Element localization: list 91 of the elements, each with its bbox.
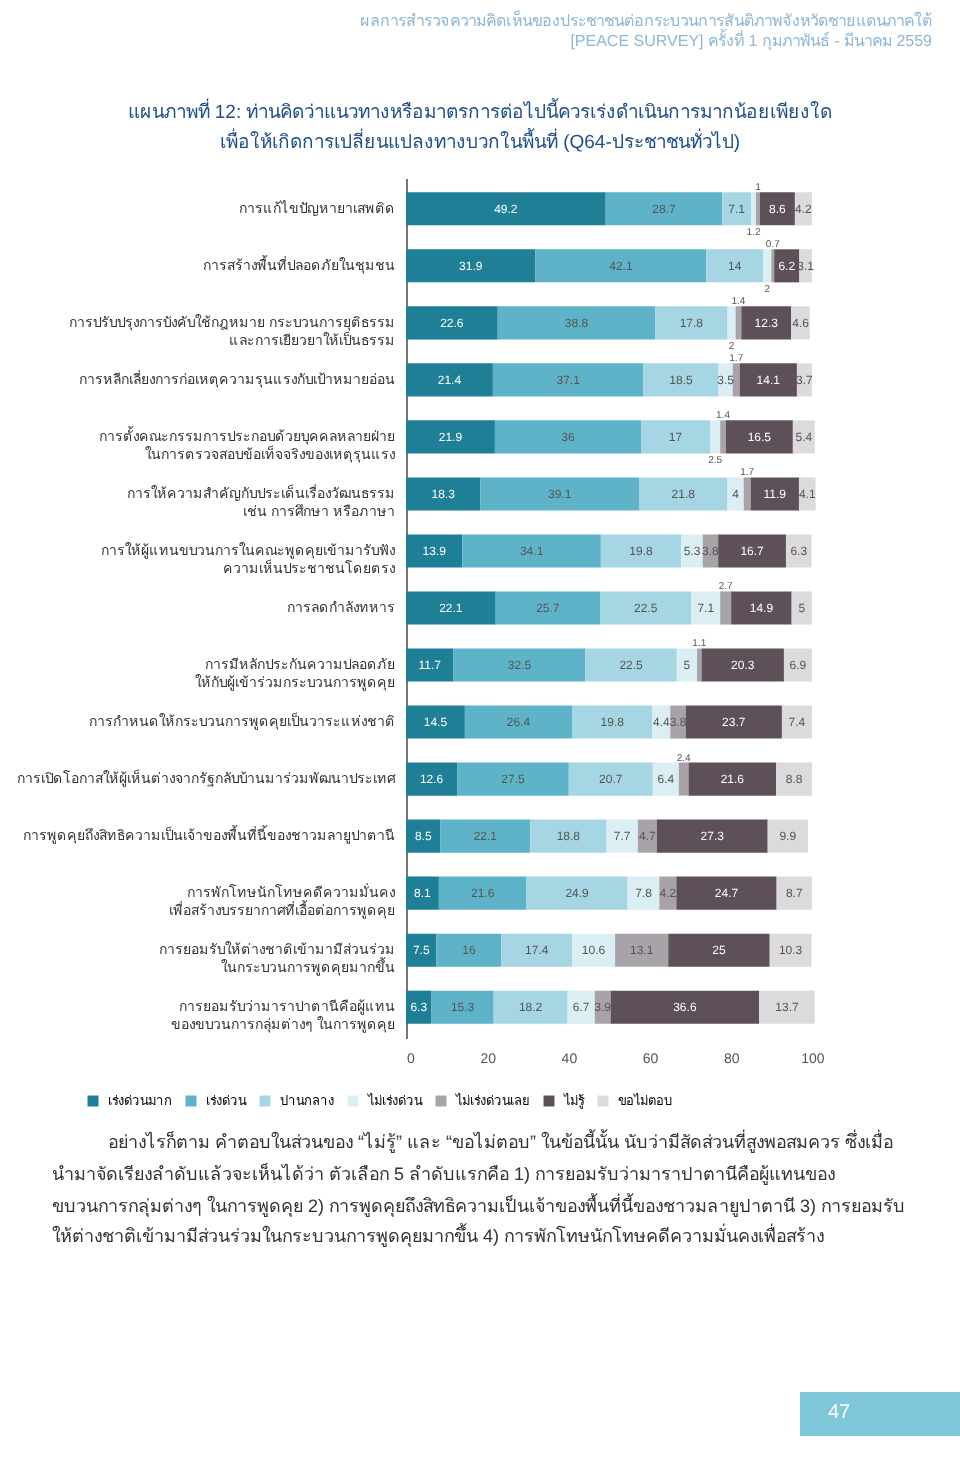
bar [727, 477, 744, 511]
bar [643, 363, 719, 397]
bar [639, 477, 728, 511]
bar [750, 477, 799, 511]
bar [610, 990, 760, 1025]
bar [641, 420, 711, 454]
bar [783, 648, 812, 682]
bar [406, 420, 495, 454]
bar [436, 933, 502, 968]
bar [668, 933, 770, 968]
bar [678, 762, 689, 796]
bar [406, 306, 498, 340]
bar [406, 192, 606, 226]
bar [406, 990, 432, 1025]
bar [600, 534, 682, 568]
bar [676, 648, 698, 682]
bar [718, 534, 786, 568]
bar [606, 819, 638, 853]
bar [743, 477, 751, 511]
bar [776, 876, 812, 910]
bar [655, 306, 728, 340]
bar [535, 249, 707, 283]
bar [605, 192, 723, 226]
text: ผลการสำรวจความคิดเห็นของประชาชนต่อกระบวนการสันติภาพจังหวัดชายแดนภาคใต้ [358, 12, 932, 30]
bar [406, 876, 439, 910]
bar [600, 591, 692, 625]
bar [431, 990, 494, 1025]
bar [781, 705, 812, 739]
bar [701, 648, 784, 682]
bar [530, 819, 607, 853]
bar [731, 591, 792, 625]
bar [406, 249, 536, 283]
bar [741, 306, 792, 340]
bar [406, 819, 441, 853]
bar [627, 876, 660, 910]
bar [710, 420, 721, 454]
bar [615, 933, 669, 968]
bar [462, 534, 601, 568]
bar [406, 591, 496, 625]
bar [776, 762, 812, 796]
bar [438, 876, 527, 910]
bar [759, 990, 815, 1025]
bar [769, 933, 812, 968]
bar [656, 819, 768, 853]
bar [725, 420, 793, 454]
text: 47 [800, 1392, 960, 1436]
bar [691, 591, 721, 625]
bar [791, 591, 812, 625]
bar [457, 762, 569, 796]
bar [759, 192, 795, 226]
bar [494, 420, 642, 454]
bar [406, 477, 481, 511]
bar [493, 990, 568, 1025]
bar [722, 192, 752, 226]
bar [688, 762, 777, 796]
bar [585, 648, 677, 682]
text: [PEACE SURVEY] ครั้งที่ 1 กุมภาพันธ์ - มีนาคม 2559 [568, 32, 932, 54]
bar [497, 306, 656, 340]
bar [406, 363, 493, 397]
bar [406, 762, 458, 796]
bar [767, 819, 808, 853]
bar [501, 933, 573, 968]
bar [676, 876, 777, 910]
bar [572, 933, 616, 968]
text: อย่างไรก็ตาม คำตอบในส่วนของ “ไม่รู้” และ “ขอไม่ตอบ” ในข้อนี้นั้น นับว่ามีสัดส่วนที่สูงพอสมควร ซึ่งเมื่อนำมาจัดเรียงลำดับแล้วจะเห็นได้ว่า ตัวเลือก 5 ลำดับแรกคือ 1) การยอมรับว่ามาราปาตานีคือผู้แทนของขบวนการกลุ่มต่างๆ ในการพูดคุย 2) การพูดคุยถึงสิทธิความเป็นเจ้าของพื้นที่นี้ของชาวมลายูปาตานี 3) การยอมรับให้ต่างชาติเข้ามามีส่วนร่วมในกระบวนการพูดคุยมากขึ้น 4) การพักโทษนักโทษคดีความมั่นคงเพื่อสร้าง [52, 1128, 908, 1251]
bar [706, 249, 764, 283]
bar [763, 249, 772, 283]
bar [406, 705, 465, 739]
bar [572, 705, 653, 739]
bar [495, 591, 601, 625]
bar [568, 762, 653, 796]
bar [720, 591, 732, 625]
bar [732, 363, 740, 397]
bar [727, 306, 736, 340]
bar [440, 819, 531, 853]
bar [406, 933, 437, 968]
chart-title: แผนภาพที่ 12: ท่านคิดว่าแนวทางหรือมาตรการต่อไปนี้ควรเร่งดำเนินการมากน้อยเพียงใด เพื่อให้เกิดการเปลี่ยนแปลงทางบวกในพื้นที่ (Q64-ประชาชนทั่วไป) [125, 97, 835, 158]
bar [685, 705, 782, 739]
bar [739, 363, 797, 397]
bar [720, 420, 726, 454]
bar [785, 534, 812, 568]
bar [406, 648, 454, 682]
bar [480, 477, 640, 511]
bar [492, 363, 644, 397]
bar [453, 648, 586, 682]
bar [652, 762, 679, 796]
bar [406, 534, 463, 568]
bar [681, 534, 703, 568]
bar [526, 876, 628, 910]
bar [567, 990, 595, 1025]
bar [464, 705, 573, 739]
